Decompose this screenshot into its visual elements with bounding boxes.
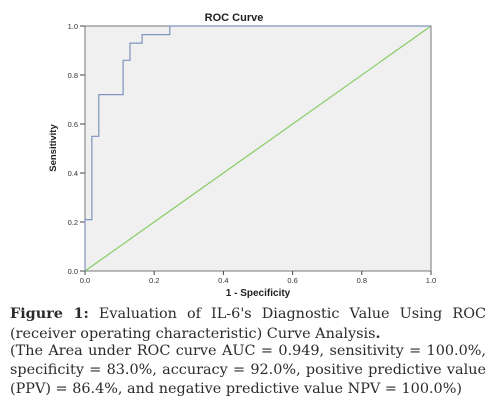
x-axis-label: 1 - Specificity	[226, 288, 291, 299]
chart-title: ROC Curve	[205, 12, 264, 24]
x-tick-label: 1.0	[426, 276, 436, 285]
y-tick-label: 0.2	[68, 218, 78, 227]
x-axis: 0.0 0.2 0.4 0.6 0.8 1.0	[80, 271, 436, 285]
y-axis: 0.0 0.2 0.4 0.6 0.8 1.0	[68, 22, 85, 276]
x-tick-label: 0.2	[149, 276, 159, 285]
y-axis-label: Sensitivity	[48, 124, 59, 172]
x-tick-label: 0.6	[287, 276, 297, 285]
roc-curve-line	[84, 25, 431, 271]
reference-diagonal-line	[84, 25, 432, 272]
roc-chart: ROC Curve 0.00.20.40.60.81.0 0.0 0.2 0.4 0.…	[48, 12, 436, 299]
y-tick-label: 1.0	[68, 22, 78, 31]
series-layer	[84, 25, 432, 272]
y-tick-label: 0.0	[68, 267, 78, 276]
x-tick-label: 0.0	[80, 276, 90, 285]
x-tick-label: 0.4	[218, 276, 228, 285]
figure-caption-text: Evaluation of IL-6's Diagnostic Value Us…	[10, 306, 486, 342]
figure-caption: Figure 1: Evaluation of IL-6's Diagnosti…	[10, 304, 486, 344]
x-tick-label: 0.8	[357, 276, 367, 285]
figure-label: Figure 1:	[10, 305, 89, 322]
y-tick-label: 0.8	[68, 71, 78, 80]
y-tick-label: 0.6	[68, 120, 78, 129]
figure-caption-end: .	[375, 325, 381, 342]
y-tick-label: 0.4	[68, 169, 78, 178]
figure-note: (The Area under ROC curve AUC = 0.949, s…	[10, 343, 486, 397]
